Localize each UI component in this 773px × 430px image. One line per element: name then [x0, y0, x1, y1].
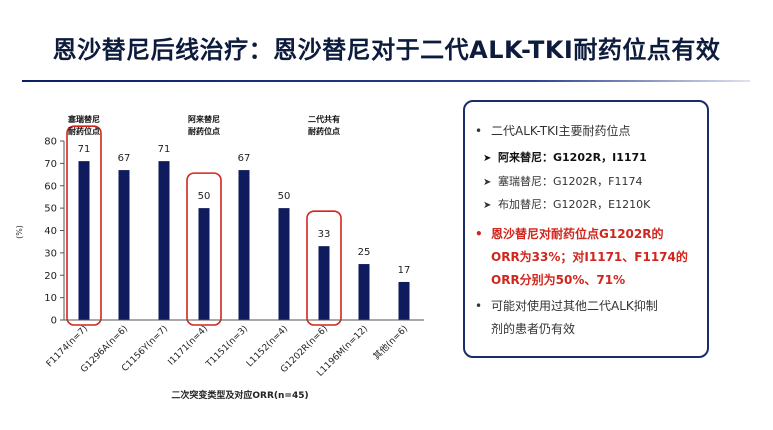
highlight-boxes — [66, 125, 342, 326]
sub-bullet-brigatinib: ➤ 布加替尼：G1202R，E1210K — [483, 196, 650, 214]
bar — [398, 281, 410, 320]
title-divider — [22, 80, 750, 82]
sub-bullet-text: 阿来替尼：G1202R，I1171 — [498, 151, 647, 164]
y-axis: 0 10 20 30 40 50 60 70 80 — [44, 137, 65, 327]
x-axis-label: 二次突变类型及对应ORR(n=45) — [171, 389, 308, 401]
bars: 71 67 71 50 67 50 33 25 17 — [78, 144, 411, 320]
bullet-text-line: 可能对使用过其他二代ALK抑制 — [491, 299, 658, 313]
bar — [358, 264, 370, 320]
x-tick-label: 其他(n=6) — [371, 323, 411, 363]
bullet-dot-icon: • — [475, 299, 483, 313]
annotation-label: 塞瑞替尼 — [67, 114, 100, 124]
bullet-text-line: 恩沙替尼对耐药位点G1202R的 — [491, 227, 664, 241]
y-tick-label: 80 — [44, 137, 57, 148]
annotation-label: 二代共有 — [308, 114, 340, 124]
data-label: 71 — [158, 144, 171, 155]
annotation-label: 耐药位点 — [308, 126, 340, 136]
arrow-right-icon: ➤ — [483, 177, 492, 188]
bullet-dot-icon: • — [475, 227, 483, 241]
bullet-prior-tki: • 可能对使用过其他二代ALK抑制 剂的患者仍有效 — [475, 295, 703, 341]
data-label: 50 — [198, 191, 211, 202]
y-tick-label: 30 — [44, 248, 57, 259]
bar — [238, 170, 250, 320]
bullet-ensartinib-orr: • 恩沙替尼对耐药位点G1202R的 ORR为33%；对I1171、F1174的 … — [475, 223, 703, 292]
bullet-text: 二代ALK-TKI主要耐药位点 — [491, 124, 631, 138]
bar — [118, 170, 130, 320]
data-label: 50 — [278, 191, 291, 202]
y-tick-label: 20 — [44, 271, 57, 282]
y-tick-label: 60 — [44, 181, 57, 192]
x-tick-label: I1171(n=4) — [167, 324, 211, 368]
x-axis: F1174(n=7)G1296A(n=6)C1156Y(n=7)I1171(n=… — [45, 319, 424, 379]
sub-bullet-ceritinib: ➤ 塞瑞替尼：G1202R，F1174 — [483, 173, 642, 191]
bullet-text-line: ORR分别为50%、71% — [491, 273, 626, 287]
bar — [78, 161, 90, 320]
bar — [198, 208, 210, 320]
sub-bullet-text: 塞瑞替尼：G1202R，F1174 — [498, 175, 643, 188]
arrow-right-icon: ➤ — [483, 200, 492, 211]
data-label: 67 — [238, 153, 251, 164]
data-label: 71 — [78, 144, 91, 155]
x-tick-label: T1151(n=3) — [204, 324, 250, 370]
sub-bullet-text: 布加替尼：G1202R，E1210K — [498, 198, 651, 211]
data-label: 67 — [118, 153, 131, 164]
y-tick-label: 40 — [44, 226, 57, 237]
bullet-dot-icon: • — [475, 124, 483, 138]
bullet-resistance-sites: • 二代ALK-TKI主要耐药位点 — [475, 123, 630, 140]
y-tick-label: 70 — [44, 159, 57, 170]
annotation-label: 耐药位点 — [188, 126, 220, 136]
page-title: 恩沙替尼后线治疗：恩沙替尼对于二代ALK-TKI耐药位点有效 — [52, 36, 721, 64]
arrow-right-icon: ➤ — [483, 153, 492, 164]
summary-box: • 二代ALK-TKI主要耐药位点 ➤ 阿来替尼：G1202R，I1171 ➤ 塞瑞替… — [463, 100, 709, 358]
data-label: 33 — [318, 229, 331, 240]
highlight-box — [66, 125, 102, 326]
highlight-box — [186, 172, 222, 326]
bar — [318, 246, 330, 320]
y-tick-label: 10 — [44, 293, 57, 304]
highlight-box — [306, 210, 342, 326]
y-axis-label: (%) — [15, 225, 24, 239]
annotation-label: 耐药位点 — [68, 126, 100, 136]
bullet-text-line: 剂的患者仍有效 — [491, 322, 576, 336]
bar — [158, 161, 170, 320]
annotation-label: 阿来替尼 — [188, 114, 220, 124]
bullet-text-line: ORR为33%；对I1171、F1174的 — [491, 250, 688, 264]
data-label: 17 — [398, 265, 411, 276]
y-tick-label: 50 — [44, 204, 57, 215]
bar — [278, 208, 290, 320]
y-tick-label: 0 — [51, 316, 57, 327]
data-label: 25 — [358, 247, 371, 258]
sub-bullet-alectinib: ➤ 阿来替尼：G1202R，I1171 — [483, 149, 647, 167]
